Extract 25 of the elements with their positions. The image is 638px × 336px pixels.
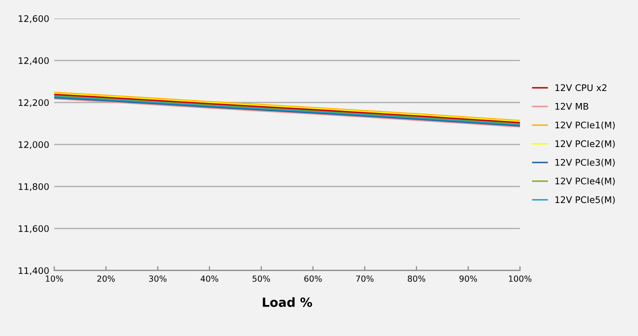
y-tick-label: 12,200	[18, 99, 49, 107]
x-tick-label: 50%	[252, 275, 270, 282]
y-tick-label: 12,000	[18, 141, 49, 149]
x-axis-title: Load %	[262, 297, 312, 307]
y-tick-label: 12,400	[18, 57, 49, 65]
x-tick-label: 30%	[149, 275, 167, 282]
x-tick-label: 20%	[97, 275, 115, 282]
y-tick-label: 11,600	[18, 225, 49, 233]
legend-label: 12V PCIe3(M)	[555, 158, 615, 167]
x-tick-label: 70%	[356, 275, 374, 282]
x-tick-label: 60%	[304, 275, 322, 282]
y-tick-label: 11,800	[18, 183, 49, 191]
legend-label: 12V PCIe4(M)	[555, 177, 615, 186]
legend-label: 12V PCIe5(M)	[555, 196, 615, 204]
y-tick-label: 12,600	[18, 15, 49, 23]
legend-label: 12V PCIe1(M)	[555, 121, 615, 130]
y-tick-label: 11,400	[18, 267, 49, 275]
x-tick-label: 40%	[200, 275, 218, 282]
x-tick-label: 80%	[408, 275, 426, 282]
legend-label: 12V MB	[555, 102, 588, 110]
legend-label: 12V PCIe2(M)	[555, 140, 615, 148]
x-tick-label: 90%	[459, 275, 478, 282]
x-tick-label: 10%	[46, 275, 64, 282]
legend-label: 12V CPU x2	[555, 84, 606, 92]
x-tick-label: 100%	[508, 275, 532, 282]
